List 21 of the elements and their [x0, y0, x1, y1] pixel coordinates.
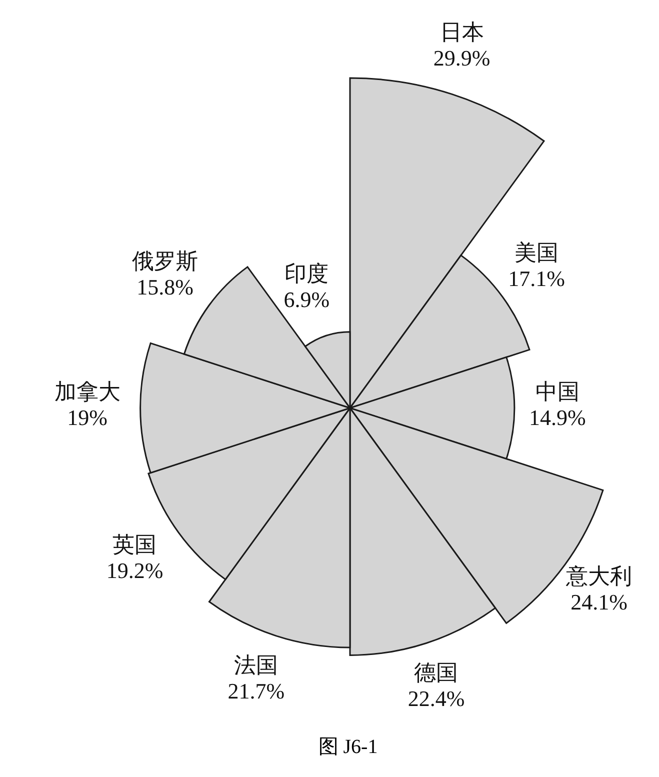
category-label: 英国 [112, 532, 157, 557]
category-label: 德国 [414, 660, 458, 685]
data-label: 6.9% [284, 286, 330, 312]
data-label: 15.8% [136, 274, 194, 300]
data-label: 14.9% [529, 405, 586, 430]
data-label: 24.1% [570, 590, 628, 615]
category-label: 俄罗斯 [132, 248, 198, 274]
data-label: 19% [67, 405, 108, 430]
category-label: 印度 [284, 260, 329, 286]
data-label: 17.1% [508, 266, 565, 291]
category-label: 加拿大 [54, 379, 120, 404]
data-label: 22.4% [408, 686, 465, 711]
category-label: 日本 [440, 20, 484, 44]
category-label: 意大利 [565, 564, 632, 589]
data-label: 29.9% [433, 46, 490, 70]
caption: 图 J6-1 [317, 735, 379, 760]
data-label: 19.2% [106, 558, 164, 583]
category-label: 中国 [535, 379, 580, 404]
category-label: 法国 [234, 652, 278, 678]
data-label: 21.7% [228, 678, 285, 704]
category-label: 美国 [514, 240, 559, 265]
